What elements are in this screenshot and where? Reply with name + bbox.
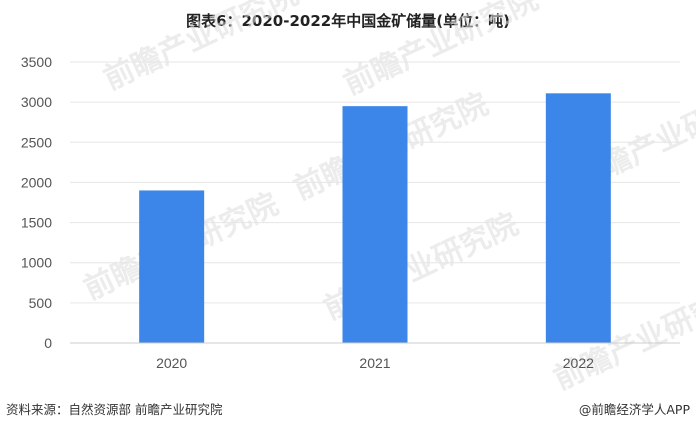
y-tick-label: 2500: [21, 134, 52, 150]
y-tick-label: 1000: [21, 255, 52, 271]
x-tick-label: 2022: [563, 355, 594, 371]
bar-2020: [139, 190, 205, 343]
x-tick-label: 2020: [156, 355, 187, 371]
brand-credit: @前瞻经济学人APP: [578, 402, 690, 417]
y-tick-label: 500: [29, 295, 53, 311]
y-tick-label: 0: [44, 335, 52, 351]
y-tick-label: 3000: [21, 94, 52, 110]
y-tick-label: 2000: [21, 174, 52, 190]
source-note: 资料来源：自然资源部 前瞻产业研究院: [6, 402, 223, 417]
y-axis-ticks: 0 500 1000 1500 2000 2500 3000 3500: [21, 54, 52, 351]
bar-2022: [545, 93, 611, 343]
bar-2021: [342, 106, 408, 344]
chart-title: 图表6：2020-2022年中国金矿储量(单位：吨): [186, 12, 510, 30]
x-axis-ticks: 2020 2021 2022: [156, 355, 594, 371]
y-tick-label: 1500: [21, 215, 52, 231]
x-tick-label: 2021: [359, 355, 390, 371]
bars: [139, 93, 611, 344]
watermark-logo: 前瞻产业研究院: [339, 0, 544, 102]
y-tick-label: 3500: [21, 54, 52, 70]
watermark-logo: 前瞻产业研究院: [99, 0, 304, 97]
